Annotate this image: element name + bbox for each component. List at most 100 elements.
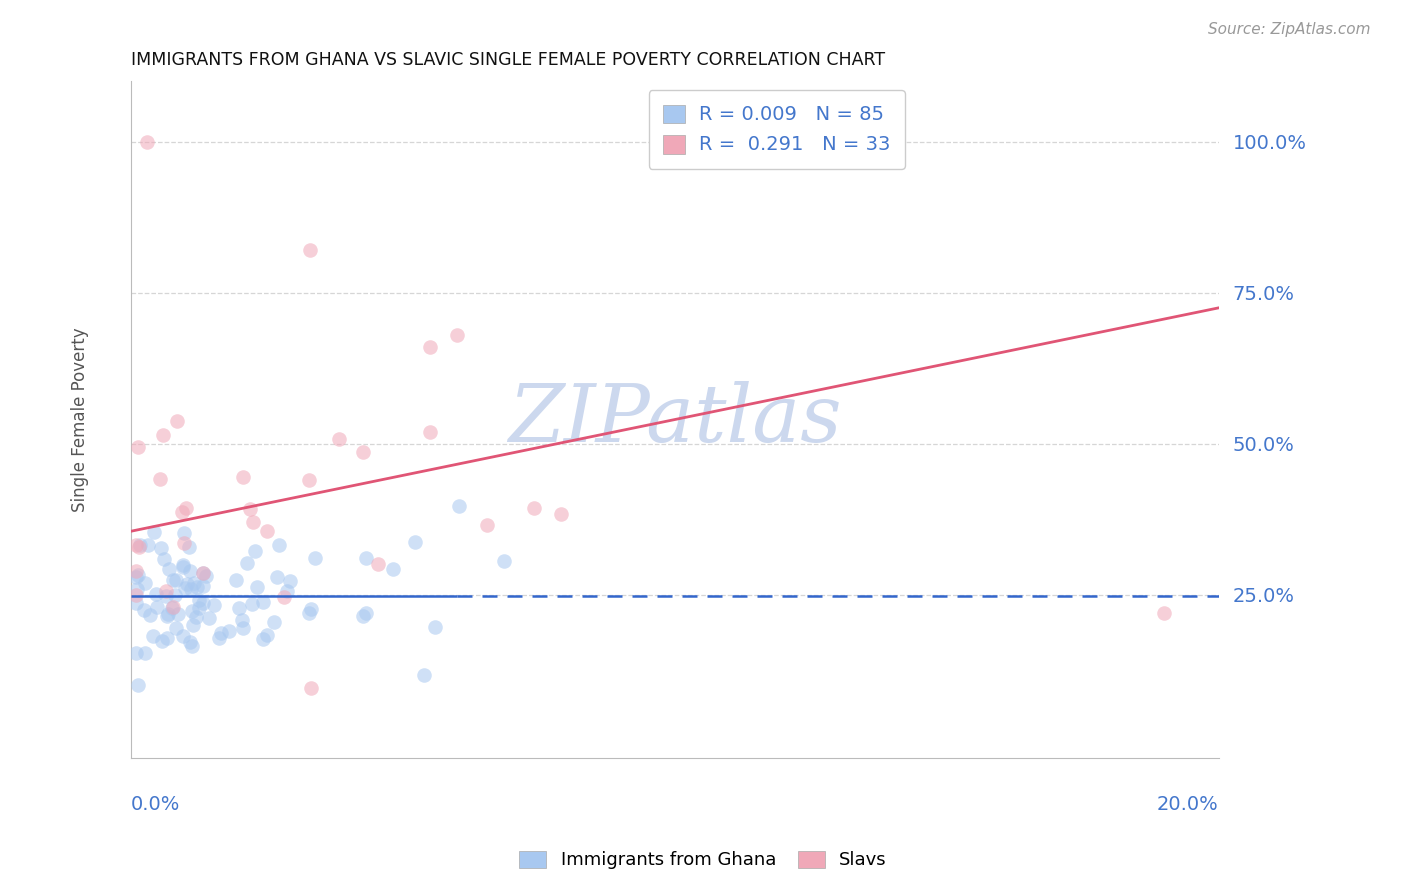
Legend: Immigrants from Ghana, Slavs: Immigrants from Ghana, Slavs [510, 842, 896, 879]
Point [127, 440, 149, 454]
Point [172, 558, 194, 573]
Point [160, 601, 183, 615]
Point [165, 622, 187, 636]
Text: 0.0%: 0.0% [131, 795, 180, 814]
Point [256, 628, 278, 642]
Point [252, 595, 274, 609]
Point [138, 537, 160, 551]
Point [145, 587, 167, 601]
Point [193, 566, 215, 580]
Point [181, 604, 204, 618]
Point [298, 606, 321, 620]
Point [232, 470, 254, 484]
Point [181, 618, 204, 632]
Point [166, 414, 188, 428]
Legend: R = 0.009   N = 85, R =  0.291   N = 33: R = 0.009 N = 85, R = 0.291 N = 33 [648, 90, 905, 169]
Point [162, 573, 184, 587]
Point [127, 582, 149, 597]
Point [354, 550, 377, 565]
Point [413, 668, 436, 682]
Point [242, 515, 264, 529]
Point [232, 621, 254, 635]
Point [299, 681, 322, 695]
Point [191, 596, 214, 610]
Point [174, 581, 197, 595]
Point [172, 560, 194, 574]
Point [176, 577, 198, 591]
Point [354, 606, 377, 620]
Point [146, 599, 169, 614]
Point [209, 625, 232, 640]
Point [304, 551, 326, 566]
Point [162, 599, 184, 614]
Point [156, 609, 179, 624]
Point [475, 518, 498, 533]
Point [419, 425, 441, 439]
Point [180, 639, 202, 653]
Point [125, 595, 148, 609]
Point [128, 540, 150, 554]
Text: 20.0%: 20.0% [1157, 795, 1219, 814]
Point [240, 597, 263, 611]
Point [125, 564, 148, 578]
Point [252, 632, 274, 646]
Point [381, 562, 404, 576]
Point [187, 601, 209, 615]
Point [125, 538, 148, 552]
Point [447, 499, 470, 513]
Text: Source: ZipAtlas.com: Source: ZipAtlas.com [1208, 22, 1371, 37]
Point [142, 629, 165, 643]
Point [177, 540, 200, 554]
Point [125, 646, 148, 660]
Point [180, 582, 202, 596]
Point [139, 607, 162, 622]
Point [170, 505, 193, 519]
Point [166, 607, 188, 621]
Point [352, 609, 374, 624]
Point [176, 501, 198, 516]
Point [150, 541, 173, 556]
Point [550, 508, 572, 522]
Point [202, 598, 225, 612]
Point [243, 544, 266, 558]
Point [173, 536, 195, 550]
Point [136, 135, 159, 149]
Point [299, 244, 322, 258]
Point [207, 631, 229, 645]
Point [152, 428, 174, 442]
Point [143, 525, 166, 540]
Point [263, 615, 285, 629]
Point [298, 473, 321, 487]
Point [299, 602, 322, 616]
Point [404, 534, 426, 549]
Point [125, 570, 148, 584]
Point [172, 629, 194, 643]
Point [125, 588, 148, 602]
Text: IMMIGRANTS FROM GHANA VS SLAVIC SINGLE FEMALE POVERTY CORRELATION CHART: IMMIGRANTS FROM GHANA VS SLAVIC SINGLE F… [131, 51, 884, 69]
Point [134, 646, 156, 660]
Point [127, 568, 149, 582]
Point [183, 576, 205, 591]
Point [157, 562, 180, 576]
Point [218, 624, 240, 639]
Point [367, 557, 389, 571]
Point [228, 600, 250, 615]
Point [156, 607, 179, 621]
Point [187, 592, 209, 607]
Point [425, 620, 447, 634]
Point [149, 472, 172, 486]
Point [273, 590, 295, 604]
Point [191, 566, 214, 580]
Point [155, 589, 177, 603]
Text: ZIPatlas: ZIPatlas [508, 381, 841, 458]
Point [446, 328, 468, 343]
Point [127, 678, 149, 692]
Point [231, 614, 253, 628]
Text: Single Female Poverty: Single Female Poverty [72, 327, 90, 512]
Point [186, 580, 208, 594]
Point [155, 584, 177, 599]
Point [278, 574, 301, 588]
Point [353, 444, 375, 458]
Point [195, 568, 218, 582]
Point [165, 588, 187, 602]
